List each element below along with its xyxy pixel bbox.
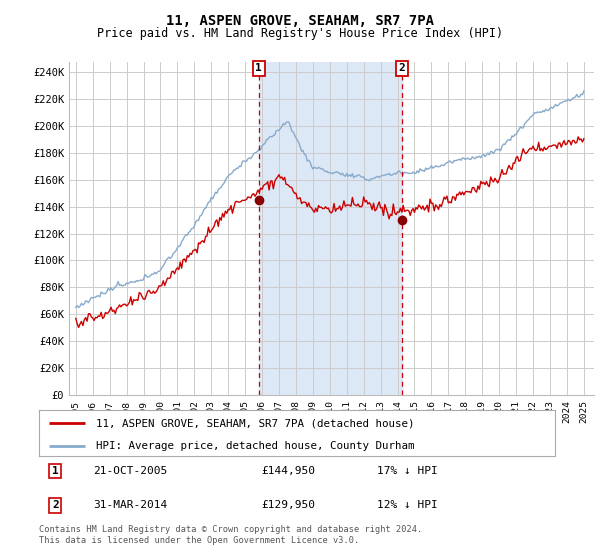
Text: 1: 1 bbox=[256, 63, 262, 73]
Text: Price paid vs. HM Land Registry's House Price Index (HPI): Price paid vs. HM Land Registry's House … bbox=[97, 27, 503, 40]
Text: HPI: Average price, detached house, County Durham: HPI: Average price, detached house, Coun… bbox=[96, 441, 414, 451]
Text: £144,950: £144,950 bbox=[261, 466, 315, 476]
Text: £129,950: £129,950 bbox=[261, 500, 315, 510]
Text: 17% ↓ HPI: 17% ↓ HPI bbox=[377, 466, 438, 476]
Text: 11, ASPEN GROVE, SEAHAM, SR7 7PA: 11, ASPEN GROVE, SEAHAM, SR7 7PA bbox=[166, 14, 434, 28]
Text: 1: 1 bbox=[52, 466, 59, 476]
Text: 21-OCT-2005: 21-OCT-2005 bbox=[93, 466, 167, 476]
Bar bbox=[259, 62, 402, 395]
Text: 11, ASPEN GROVE, SEAHAM, SR7 7PA (detached house): 11, ASPEN GROVE, SEAHAM, SR7 7PA (detach… bbox=[96, 418, 414, 428]
Text: 12% ↓ HPI: 12% ↓ HPI bbox=[377, 500, 438, 510]
Text: 31-MAR-2014: 31-MAR-2014 bbox=[93, 500, 167, 510]
Text: 2: 2 bbox=[52, 500, 59, 510]
Text: Contains HM Land Registry data © Crown copyright and database right 2024.
This d: Contains HM Land Registry data © Crown c… bbox=[39, 525, 422, 545]
Text: 2: 2 bbox=[398, 63, 405, 73]
